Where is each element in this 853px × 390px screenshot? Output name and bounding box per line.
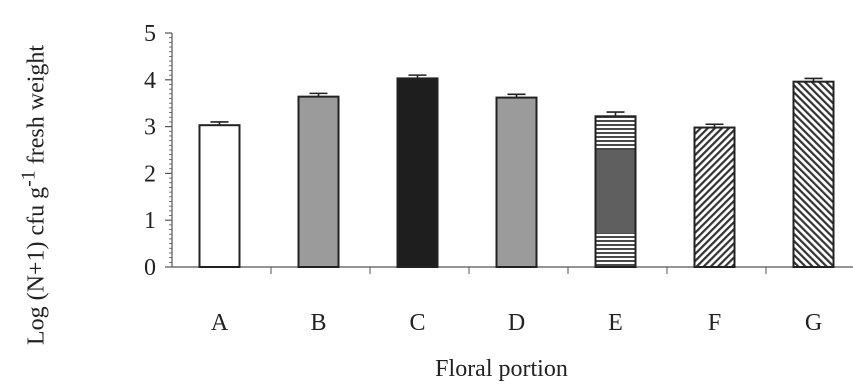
bar-C [396, 77, 439, 268]
x-tick-label-A: A [211, 310, 229, 336]
x-tick-label-E: E [608, 310, 623, 336]
x-tick-label-B: B [310, 310, 326, 336]
y-tick-label: 2 [144, 161, 156, 187]
y-tick-label: 4 [144, 68, 156, 94]
bar-F [693, 126, 736, 269]
x-axis-title: Floral portion [435, 356, 568, 382]
y-tick-label: 3 [144, 115, 156, 141]
y-tick-label: 1 [144, 208, 156, 234]
x-tick-label-D: D [508, 310, 525, 336]
x-tick-label-C: C [409, 310, 425, 336]
bar-B [297, 95, 340, 269]
tick-labels: 0 1 2 3 4 5 A B C D E F G [144, 21, 822, 336]
bar-D [495, 96, 538, 268]
bar-A [198, 124, 241, 268]
y-tick-label: 0 [144, 255, 156, 281]
x-tick-label-F: F [708, 310, 721, 336]
bar-E-band [595, 150, 636, 234]
y-tick-label: 5 [144, 21, 156, 47]
bars [198, 74, 835, 269]
x-tick-label-G: G [805, 310, 822, 336]
bar-G [792, 80, 835, 268]
